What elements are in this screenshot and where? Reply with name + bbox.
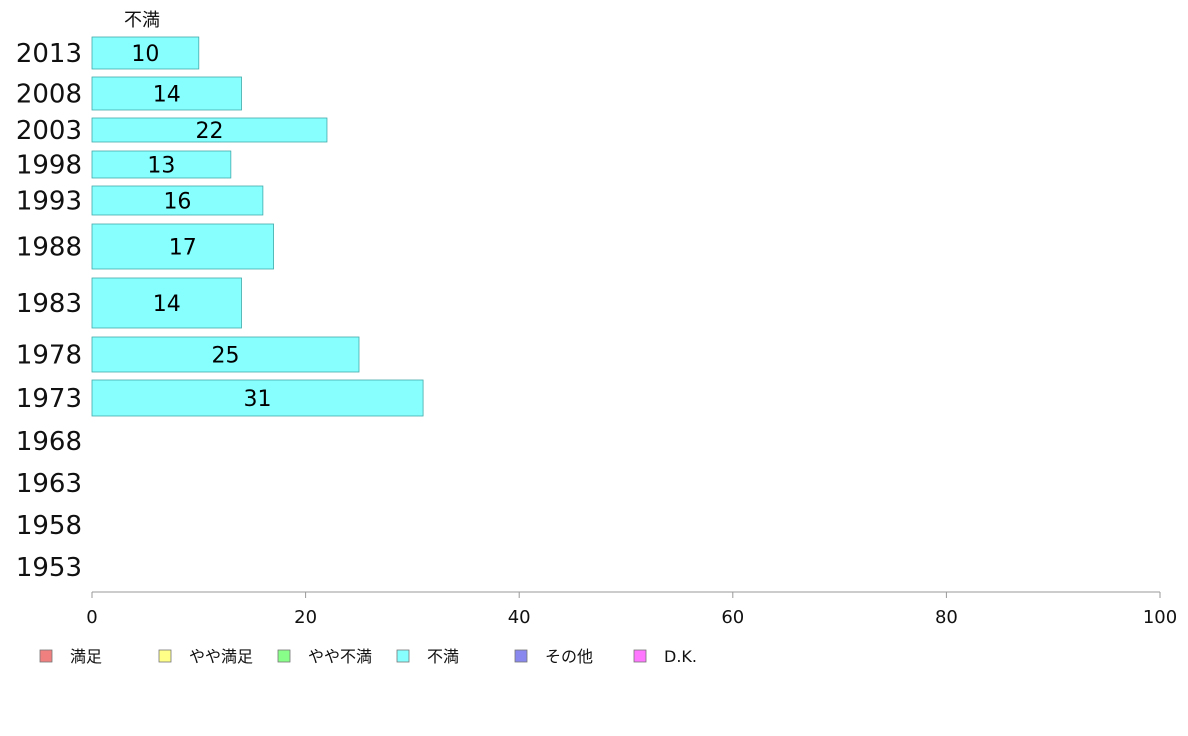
bar-2013 — [91, 36, 200, 70]
bar-1993 — [91, 185, 264, 216]
year-label-1978: 1978 — [16, 341, 82, 371]
legend-swatch-4 — [514, 649, 528, 663]
x-tick-label-60: 60 — [721, 607, 744, 628]
x-tick-label-40: 40 — [508, 607, 531, 628]
bar-2008 — [91, 76, 242, 111]
legend-label-5: D.K. — [664, 647, 697, 666]
bar-1988 — [91, 223, 274, 270]
year-label-1963: 1963 — [16, 469, 82, 499]
legend-label-3: 不満 — [427, 647, 459, 666]
x-tick-label-100: 100 — [1143, 607, 1177, 628]
legend-label-4: その他 — [545, 647, 593, 666]
bar-value-label-1973: 31 — [244, 387, 272, 412]
bar-1998 — [91, 150, 232, 179]
year-label-1983: 1983 — [16, 289, 82, 319]
year-label-1993: 1993 — [16, 187, 82, 217]
bar-value-label-2003: 22 — [195, 119, 223, 144]
year-label-1973: 1973 — [16, 384, 82, 414]
legend-swatch-2 — [277, 649, 291, 663]
legend-swatch-0 — [39, 649, 53, 663]
year-label-2013: 2013 — [16, 39, 82, 69]
bar-value-label-2008: 14 — [153, 83, 181, 108]
column-header: 不満 — [124, 10, 160, 31]
legend-swatch-3 — [396, 649, 410, 663]
year-label-1988: 1988 — [16, 233, 82, 263]
x-tick-label-80: 80 — [935, 607, 958, 628]
legend-swatch-5 — [633, 649, 647, 663]
year-label-2003: 2003 — [16, 116, 82, 146]
legend-label-1: やや満足 — [189, 647, 253, 666]
legend-swatch-1 — [158, 649, 172, 663]
bar-value-label-1983: 14 — [153, 292, 181, 317]
x-tick-label-20: 20 — [294, 607, 317, 628]
bar-value-label-1988: 17 — [169, 236, 197, 261]
legend-label-0: 満足 — [70, 647, 102, 666]
legend-label-2: やや不満 — [308, 647, 372, 666]
x-tick-label-0: 0 — [86, 607, 97, 628]
year-label-1953: 1953 — [16, 553, 82, 583]
year-label-1968: 1968 — [16, 427, 82, 457]
year-label-1958: 1958 — [16, 511, 82, 541]
bar-2003 — [91, 117, 328, 143]
bar-value-label-1998: 13 — [147, 154, 175, 179]
bar-value-label-1993: 16 — [163, 190, 191, 215]
bar-1973 — [91, 379, 424, 417]
year-label-2008: 2008 — [16, 80, 82, 110]
bar-1978 — [91, 336, 360, 373]
bar-value-label-1978: 25 — [212, 344, 240, 369]
bar-value-label-2013: 10 — [131, 42, 159, 67]
year-label-1998: 1998 — [16, 151, 82, 181]
bar-1983 — [91, 277, 242, 329]
